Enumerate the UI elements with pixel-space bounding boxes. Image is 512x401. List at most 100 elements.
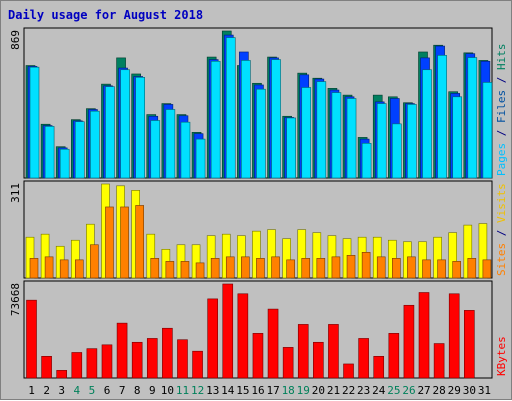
panel-2-sites-bar-day-8-body [135, 205, 144, 279]
panel-1-pages-bar-day-9 [150, 120, 161, 179]
panel-1-pages-bar-day-12-body [195, 138, 206, 179]
panel-3-kbytes-bar-day-25 [388, 333, 400, 379]
x-tick-label-day-24: 24 [372, 384, 386, 397]
panel-2-sites-bar-day-1-body [29, 258, 39, 279]
panel-2-sites-bar-day-11 [180, 261, 190, 279]
panel-1-pages-bar-day-13 [210, 60, 221, 179]
panel-1-side-label-part-4: Hits [495, 44, 508, 71]
panel-1-pages-bar-day-26 [407, 104, 417, 179]
panel-3-kbytes-bar-day-29 [448, 293, 460, 379]
panel-2-sites-bar-day-5 [90, 244, 99, 279]
panel-3-kbytes-bar-day-28 [433, 343, 445, 379]
panel-3-kbytes-bar-day-3-body [56, 370, 67, 379]
panel-1-side-label-part-3: / [495, 70, 508, 90]
panel-1-pages-bar-day-23 [361, 143, 372, 179]
panel-3-kbytes-bar-day-26-body [403, 304, 415, 379]
panel-2-sites-bar-day-15-body [241, 256, 250, 279]
panel-1-pages-bar-day-1 [29, 66, 40, 179]
panel-3-kbytes-bar-day-27 [418, 292, 430, 379]
panel-2-sites-bar-day-31 [482, 259, 492, 279]
x-tick-label-day-4: 4 [74, 384, 81, 397]
panel-3-kbytes-bar-day-27-body [418, 292, 430, 379]
panel-3-kbytes-bar-day-19-body [297, 324, 309, 379]
panel-2-sites-bar-day-23-body [361, 252, 371, 279]
panel-2-sites-bar-day-18-body [286, 259, 295, 279]
panel-3-kbytes-bar-day-24-body [373, 356, 385, 379]
x-tick-label-day-22: 22 [342, 384, 355, 397]
panel-1-pages-bar-day-4-body [74, 121, 85, 179]
panel-2-sites-bar-day-30-body [467, 258, 477, 279]
x-tick-label-day-3: 3 [58, 384, 65, 397]
panel-1-pages-bar-day-20-body [316, 81, 327, 179]
panel-1-pages-bar-day-28-body [437, 55, 447, 179]
panel-3-kbytes-bar-day-21 [328, 324, 339, 379]
panel-2-sites-bar-day-14 [225, 256, 235, 279]
panel-3-kbytes-bar-day-15-body [237, 293, 249, 379]
panel-3-kbytes-bar-day-11-body [177, 339, 188, 379]
panel-1-pages-bar-day-5 [90, 110, 100, 179]
panel-3-side-label-part-0: KBytes [495, 336, 508, 376]
panel-2-sites-bar-day-28-body [437, 259, 446, 279]
panel-3-kbytes-bar-day-23 [358, 338, 369, 379]
panel-2-sites-bar-day-18 [286, 259, 295, 279]
x-tick-label-day-8: 8 [134, 384, 141, 397]
panel-2-sites-bar-day-14-body [225, 256, 235, 279]
panel-1-pages-bar-day-30 [467, 57, 478, 179]
panel-3-kbytes-bar-day-2-body [41, 356, 52, 379]
panel-1-pages-bar-day-29-body [452, 96, 463, 179]
panel-1-pages-bar-day-13-body [210, 60, 221, 179]
panel-3-side-label: KBytes [495, 336, 508, 376]
panel-3-kbytes-bar-day-1 [26, 299, 37, 379]
panel-1-pages-bar-day-17-body [271, 59, 281, 179]
panel-2-side-label: Sites / Visits [495, 183, 508, 276]
panel-1-pages-bar-day-11-body [180, 121, 191, 179]
panel-3-kbytes-bar-day-20-body [313, 341, 324, 379]
panel-2-sites-bar-day-27 [422, 259, 431, 279]
panel-2-sites-bar-day-5-body [90, 244, 99, 279]
panel-1-pages-bar-day-26-body [407, 104, 417, 179]
panel-1-pages-bar-day-15 [241, 60, 251, 179]
panel-3-kbytes-bar-day-6 [101, 344, 113, 379]
panel-2-sites-bar-day-27-body [422, 259, 431, 279]
panel-2-sites-bar-day-21-body [331, 256, 341, 279]
x-tick-label-day-9: 9 [149, 384, 156, 397]
panel-2-sites-bar-day-12 [195, 262, 205, 279]
panel-3-kbytes-bar-day-17-body [267, 308, 279, 379]
panel-2-sites-bar-day-6 [105, 206, 114, 279]
panel-2-sites-bar-day-13-body [210, 258, 220, 279]
x-tick-label-day-16: 16 [251, 384, 264, 397]
panel-3-kbytes-bar-day-15 [237, 293, 249, 379]
panel-1-pages-bar-day-9-body [150, 120, 161, 179]
panel-1-pages-bar-day-3 [59, 148, 70, 179]
panel-2-sites-bar-day-13 [210, 258, 220, 279]
panel-2-side-label-part-0: Sites [495, 243, 508, 276]
panel-3-kbytes-bar-day-16 [252, 333, 264, 379]
panel-1-pages-bar-day-31-body [482, 82, 493, 179]
panel-1-pages-bar-day-22 [346, 98, 357, 179]
panel-1-pages-bar-day-5-body [90, 110, 100, 179]
panel-2-sites-bar-day-6-body [105, 206, 114, 279]
panel-3-kbytes-bar-day-26 [403, 304, 415, 379]
panel-2-sites-bar-day-2-body [44, 256, 54, 279]
panel-2-sites-bar-day-30 [467, 258, 477, 279]
panel-2-sites-bar-day-9 [150, 258, 160, 279]
panel-3-kbytes-bar-day-30 [464, 310, 475, 379]
panel-1-pages-bar-day-7-body [120, 69, 130, 179]
panel-3-kbytes-bar-day-17 [267, 308, 279, 379]
panel-2-sites-bar-day-17-body [271, 256, 280, 279]
panel-1-pages-bar-day-10-body [165, 109, 176, 179]
panel-1-pages-bar-day-21-body [331, 92, 342, 179]
panel-2-sites-bar-day-10 [165, 261, 175, 279]
panel-3-kbytes-bar-day-3 [56, 370, 67, 379]
panel-1-pages-bar-day-23-body [361, 143, 372, 179]
panel-2-sites-bar-day-24-body [376, 256, 386, 279]
panel-3-kbytes-bar-day-16-body [252, 333, 264, 379]
panel-1-pages-bar-day-16-body [256, 88, 266, 179]
panel-3-kbytes-bar-day-2 [41, 356, 52, 379]
panel-2-sites-bar-day-12-body [195, 262, 205, 279]
panel-1-pages-bar-day-29 [452, 96, 463, 179]
panel-3-kbytes-bar-day-8 [131, 341, 143, 379]
panel-2-sites-bar-day-4-body [74, 259, 84, 279]
panel-3-kbytes-bar-day-21-body [328, 324, 339, 379]
